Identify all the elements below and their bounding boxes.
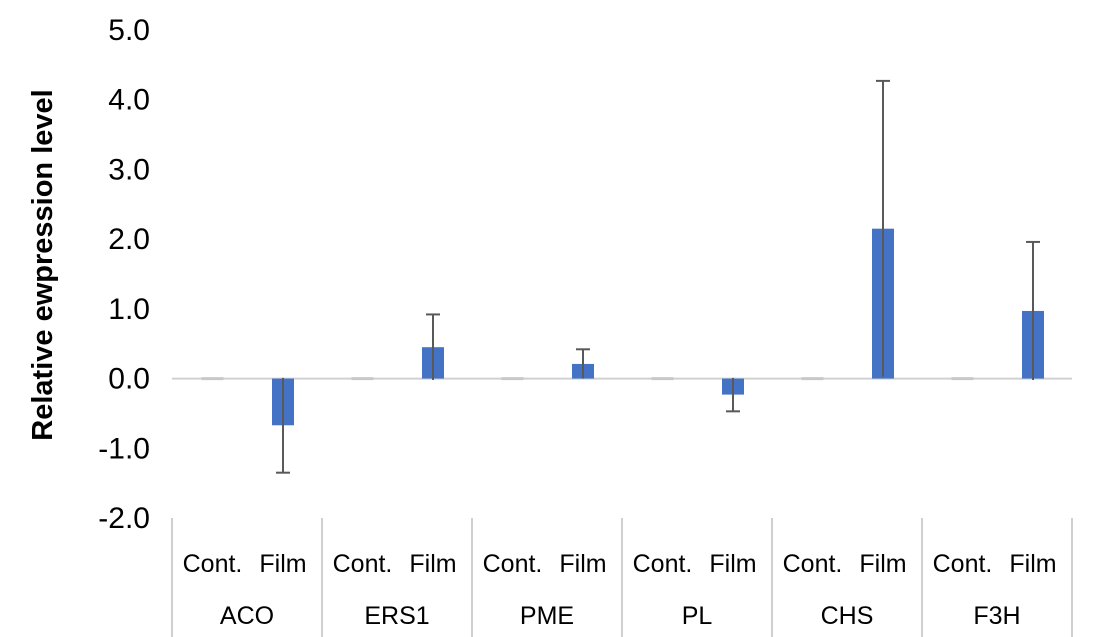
treatment-label: Cont.: [183, 550, 243, 578]
treatment-label: Cont.: [783, 550, 843, 578]
error-bars: [276, 79, 1040, 474]
treatment-label: Film: [709, 550, 756, 578]
y-tick-label: 3.0: [108, 153, 150, 186]
gene-label: F3H: [973, 602, 1020, 630]
category-labels: Cont. Film ACO Cont. Film ERS1 Cont. Film PME Con…: [183, 550, 1057, 630]
y-tick-label: 0.0: [108, 363, 150, 396]
treatment-label: Cont.: [633, 550, 693, 578]
y-axis-title: Relative ewpression level: [27, 89, 59, 440]
y-tick-label: 2.0: [108, 223, 150, 256]
treatment-label: Film: [1009, 550, 1056, 578]
treatment-label: Cont.: [333, 550, 393, 578]
y-tick-label: 1.0: [108, 293, 150, 326]
gene-label: CHS: [821, 602, 874, 630]
y-tick-labels: -2.0 -1.0 0.0 1.0 2.0 3.0 4.0 5.0: [98, 14, 150, 535]
bars: [201, 228, 1044, 426]
treatment-label: Cont.: [933, 550, 993, 578]
treatment-label: Film: [259, 550, 306, 578]
y-tick-label: -1.0: [98, 432, 150, 465]
y-tick-label: 4.0: [108, 84, 150, 117]
y-tick-label: 5.0: [108, 14, 150, 47]
treatment-label: Cont.: [483, 550, 543, 578]
gene-label: PME: [520, 602, 574, 630]
treatment-label: Film: [409, 550, 456, 578]
gene-label: PL: [682, 602, 713, 630]
y-axis-title-group: Relative ewpression level: [27, 89, 59, 440]
treatment-label: Film: [859, 550, 906, 578]
gene-label: ACO: [220, 602, 274, 630]
category-axis: [171, 377, 1073, 637]
y-tick-label: -2.0: [98, 502, 150, 535]
gene-label: ERS1: [364, 602, 429, 630]
treatment-label: Film: [559, 550, 606, 578]
